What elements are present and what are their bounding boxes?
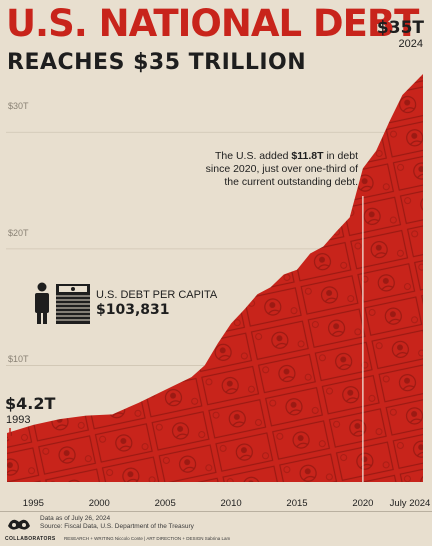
start-year-label: 1993 <box>6 414 31 426</box>
data-source: Source: Fiscal Data, U.S. Department of … <box>40 523 194 530</box>
cash-stack-icon <box>56 284 90 324</box>
person-icon <box>35 282 49 324</box>
data-date: Data as of July 26, 2024 <box>40 515 111 522</box>
per-capita-icons <box>35 282 90 324</box>
y-tick-label: $30T <box>8 101 29 111</box>
chart-title: U.S. NATIONAL DEBT <box>6 2 419 45</box>
end-value-label: $35T <box>376 18 424 38</box>
annotation-text: The U.S. added <box>214 150 292 162</box>
x-tick-label: 2010 <box>220 498 242 509</box>
credits: RESEARCH + WRITING Niccolo Conte | ART D… <box>64 536 231 541</box>
brand-name: COLLABORATORS <box>5 536 56 542</box>
per-capita-value: $103,831 <box>96 302 170 318</box>
start-arrow-head <box>7 436 13 441</box>
end-year-label: 2024 <box>398 38 423 50</box>
collaborators-logo-icon <box>8 519 30 530</box>
x-tick-label: 2020 <box>352 498 374 509</box>
x-tick-label: 2015 <box>286 498 308 509</box>
y-tick-label: $20T <box>8 228 29 238</box>
annotation-text: in debt since 2020, just over one-third … <box>205 150 358 188</box>
x-tick-label: 1995 <box>22 498 44 509</box>
x-tick-label: July 2024 <box>389 498 431 509</box>
chart-subtitle: REACHES $35 TRILLION <box>7 50 307 75</box>
annotation-highlight: $11.8T <box>291 150 324 162</box>
x-tick-label: 2000 <box>88 498 110 509</box>
x-tick-label: 2005 <box>154 498 176 509</box>
y-tick-label: $10T <box>8 354 29 364</box>
debt-area <box>7 74 423 482</box>
start-value-label: $4.2T <box>5 394 56 413</box>
footer-divider <box>0 511 432 512</box>
per-capita-label: U.S. DEBT PER CAPITA <box>96 289 218 301</box>
annotation-2020: The U.S. added $11.8T in debt since 2020… <box>200 150 358 189</box>
